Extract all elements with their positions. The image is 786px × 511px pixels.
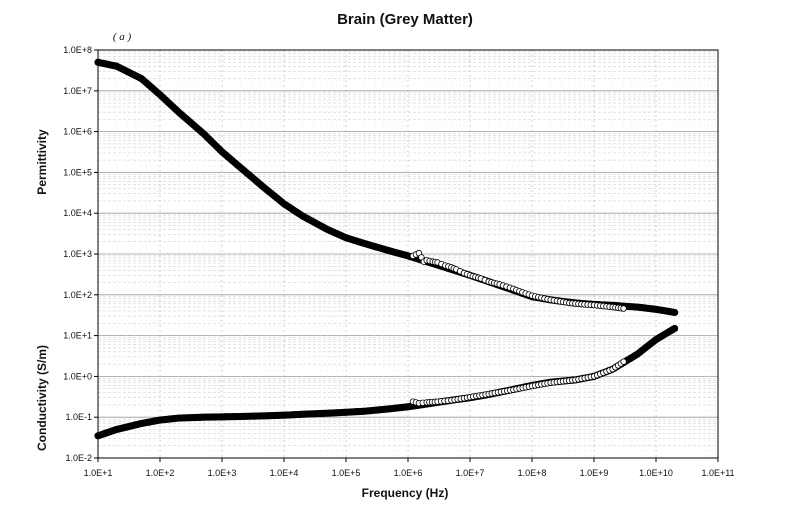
y-axis-label-permittivity: Permittivity [35,129,49,195]
y-tick-label: 1.0E+2 [63,290,92,300]
y-axis-label-conductivity: Conductivity (S/m) [35,345,49,451]
x-tick-label: 1.0E+8 [518,468,547,478]
series-3 [409,358,627,407]
chart-title: Brain (Grey Matter) [337,11,473,28]
model-point [671,308,679,317]
y-tick-label: 1.0E+8 [63,45,92,55]
x-tick-label: 1.0E+5 [332,468,361,478]
x-tick-label: 1.0E+11 [701,468,734,478]
x-tick-label: 1.0E+7 [456,468,485,478]
y-tick-label: 1.0E-2 [65,453,92,463]
x-tick-label: 1.0E+6 [394,468,423,478]
y-tick-label: 1.0E+3 [63,249,92,259]
panel-label: ( a ) [113,31,132,43]
y-tick-labels: 1.0E-2 1.0E-1 1.0E+0 1.0E+1 1.0E+2 1.0E+3 1.0E… [63,45,98,463]
y-tick-label: 1.0E+6 [63,127,92,137]
y-tick-label: 1.0E+5 [63,167,92,177]
measured-point [620,358,627,365]
x-tick-label: 1.0E+3 [208,468,237,478]
y-tick-label: 1.0E-1 [65,412,92,422]
model-point [671,324,679,333]
x-tick-label: 1.0E+10 [639,468,673,478]
y-tick-label: 1.0E+7 [63,86,92,96]
measured-point [620,305,627,312]
x-axis-label: Frequency (Hz) [362,486,449,500]
x-tick-label: 1.0E+4 [270,468,299,478]
x-tick-label: 1.0E+1 [84,468,113,478]
x-tick-label: 1.0E+2 [146,468,175,478]
series-1 [409,249,627,312]
data-series [94,58,679,440]
y-tick-label: 1.0E+0 [63,371,92,381]
y-tick-label: 1.0E+1 [63,331,92,341]
y-tick-label: 1.0E+4 [63,208,92,218]
x-tick-labels: 1.0E+1 1.0E+2 1.0E+3 1.0E+4 1.0E+5 1.0E+6 1.0E… [84,458,735,478]
x-tick-label: 1.0E+9 [580,468,609,478]
